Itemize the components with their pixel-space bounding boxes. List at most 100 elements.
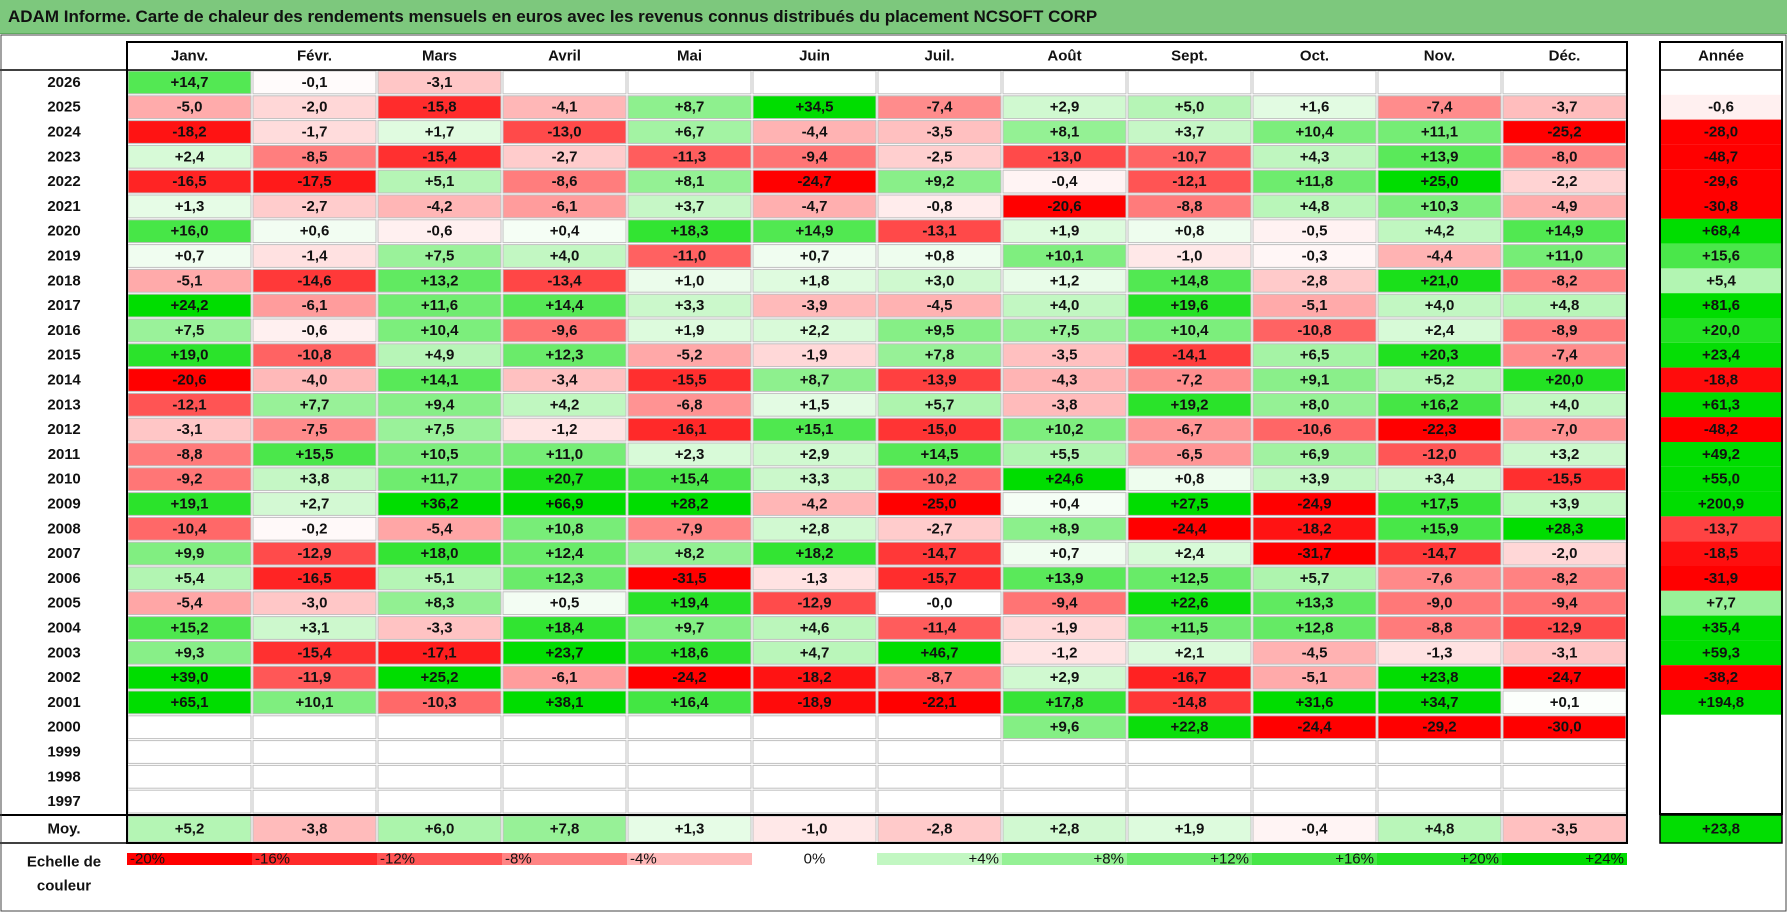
cell-value: +6,9: [1300, 446, 1330, 463]
cell-value: -14,1: [1172, 347, 1206, 364]
cell-value: -8,0: [1552, 148, 1578, 165]
heatmap-cell: [1252, 467, 1377, 492]
scale-swatch: [502, 853, 627, 865]
heatmap-cell: [752, 764, 877, 789]
heatmap-cell: [752, 789, 877, 814]
heatmap-cell: [1252, 442, 1377, 467]
heatmap-cell: [502, 492, 627, 516]
cell-value: +3,3: [675, 297, 705, 314]
heatmap-cell: [502, 144, 627, 169]
year-label: 2015: [47, 347, 80, 364]
cell-value: -3,9: [802, 297, 828, 314]
cell-value: +13,3: [1296, 595, 1334, 612]
annual-cell: [1660, 70, 1782, 95]
cell-value: -3,5: [1052, 347, 1078, 364]
average-cell: [1377, 815, 1502, 843]
average-value: +1,9: [1175, 821, 1205, 838]
month-header: Août: [1047, 48, 1081, 65]
cell-value: -4,2: [802, 496, 828, 513]
heatmap-cell: [1252, 764, 1377, 789]
heatmap-cell: [752, 640, 877, 665]
cell-value: -15,8: [422, 99, 456, 116]
cell-value: -7,4: [1552, 347, 1579, 364]
heatmap-cell: [752, 740, 877, 764]
cell-value: +0,5: [550, 595, 580, 612]
average-value: +7,8: [550, 821, 580, 838]
cell-value: +24,6: [1046, 471, 1084, 488]
heatmap-cell: [252, 492, 377, 516]
annual-cell: [1660, 218, 1782, 244]
annual-cell: [1660, 541, 1782, 566]
average-value: +4,8: [1425, 821, 1455, 838]
heatmap-cell: [752, 541, 877, 566]
annual-cell: [1660, 590, 1782, 616]
cell-value: -6,1: [302, 297, 328, 314]
cell-value: +19,1: [171, 496, 209, 513]
cell-value: +7,7: [300, 396, 330, 413]
cell-value: -12,9: [797, 595, 831, 612]
heatmap-cell: [252, 169, 377, 194]
cell-value: -4,5: [1302, 644, 1328, 661]
heatmap-cell: [1377, 467, 1502, 492]
cell-value: +14,9: [1546, 223, 1584, 240]
heatmap-cell: [252, 442, 377, 467]
annual-cell: [1660, 690, 1782, 715]
heatmap-cell: [1002, 293, 1127, 318]
year-label: 2017: [47, 297, 80, 314]
heatmap-cell: [377, 144, 502, 169]
year-label: 2023: [47, 148, 80, 165]
cell-value: +11,0: [546, 446, 583, 463]
month-header: Sept.: [1171, 48, 1208, 65]
heatmap-cell: [502, 343, 627, 368]
year-label: 2018: [47, 272, 80, 289]
cell-value: +8,9: [1050, 520, 1080, 537]
heatmap-cell: [752, 690, 877, 715]
cell-value: +5,5: [1050, 446, 1080, 463]
cell-value: -0,0: [927, 595, 953, 612]
month-header: Févr.: [297, 48, 332, 65]
heatmap-cell: [1252, 640, 1377, 665]
average-value: -3,8: [302, 821, 328, 838]
heatmap-cell: [1252, 169, 1377, 194]
annual-cell: [1660, 268, 1782, 294]
heatmap-cell: [502, 442, 627, 467]
heatmap-cell: [627, 442, 752, 467]
heatmap-cell: [1002, 467, 1127, 492]
heatmap-cell: [1377, 740, 1502, 764]
cell-value: +19,6: [1171, 297, 1209, 314]
heatmap-cell: [377, 120, 502, 144]
cell-value: -1,2: [552, 421, 578, 438]
cell-value: -3,5: [927, 124, 953, 141]
cell-value: -1,9: [802, 347, 828, 364]
heatmap-cell: [627, 764, 752, 789]
heatmap-cell: [1127, 640, 1252, 665]
cell-value: +19,4: [671, 595, 710, 612]
heatmap-cell: [752, 293, 877, 318]
heatmap-cell: [1127, 591, 1252, 616]
cell-value: +31,6: [1296, 694, 1334, 711]
cell-value: -4,4: [1427, 248, 1454, 265]
cell-value: -24,2: [672, 669, 706, 686]
cell-value: +65,1: [171, 694, 209, 711]
annual-border: [1659, 41, 1783, 815]
heatmap-cell: [627, 516, 752, 541]
annual-value: +68,4: [1702, 223, 1741, 240]
heatmap-cell: [1252, 95, 1377, 120]
cell-value: +3,8: [300, 471, 330, 488]
heatmap-cell: [877, 789, 1002, 814]
heatmap-cell: [1252, 740, 1377, 764]
heatmap-cell: [627, 343, 752, 368]
cell-value: +12,5: [1171, 570, 1209, 587]
cell-value: +0,4: [1050, 496, 1080, 513]
scale-value: -4%: [630, 851, 657, 868]
cell-value: +24,2: [171, 297, 209, 314]
heatmap-cell: [752, 268, 877, 293]
heatmap-cell: [1377, 566, 1502, 591]
heatmap-cell: [1127, 392, 1252, 417]
scale-swatch: [1002, 853, 1127, 865]
heatmap-cell: [1127, 516, 1252, 541]
heatmap-cell: [627, 268, 752, 293]
cell-value: +5,4: [175, 570, 205, 587]
heatmap-cell: [627, 740, 752, 764]
